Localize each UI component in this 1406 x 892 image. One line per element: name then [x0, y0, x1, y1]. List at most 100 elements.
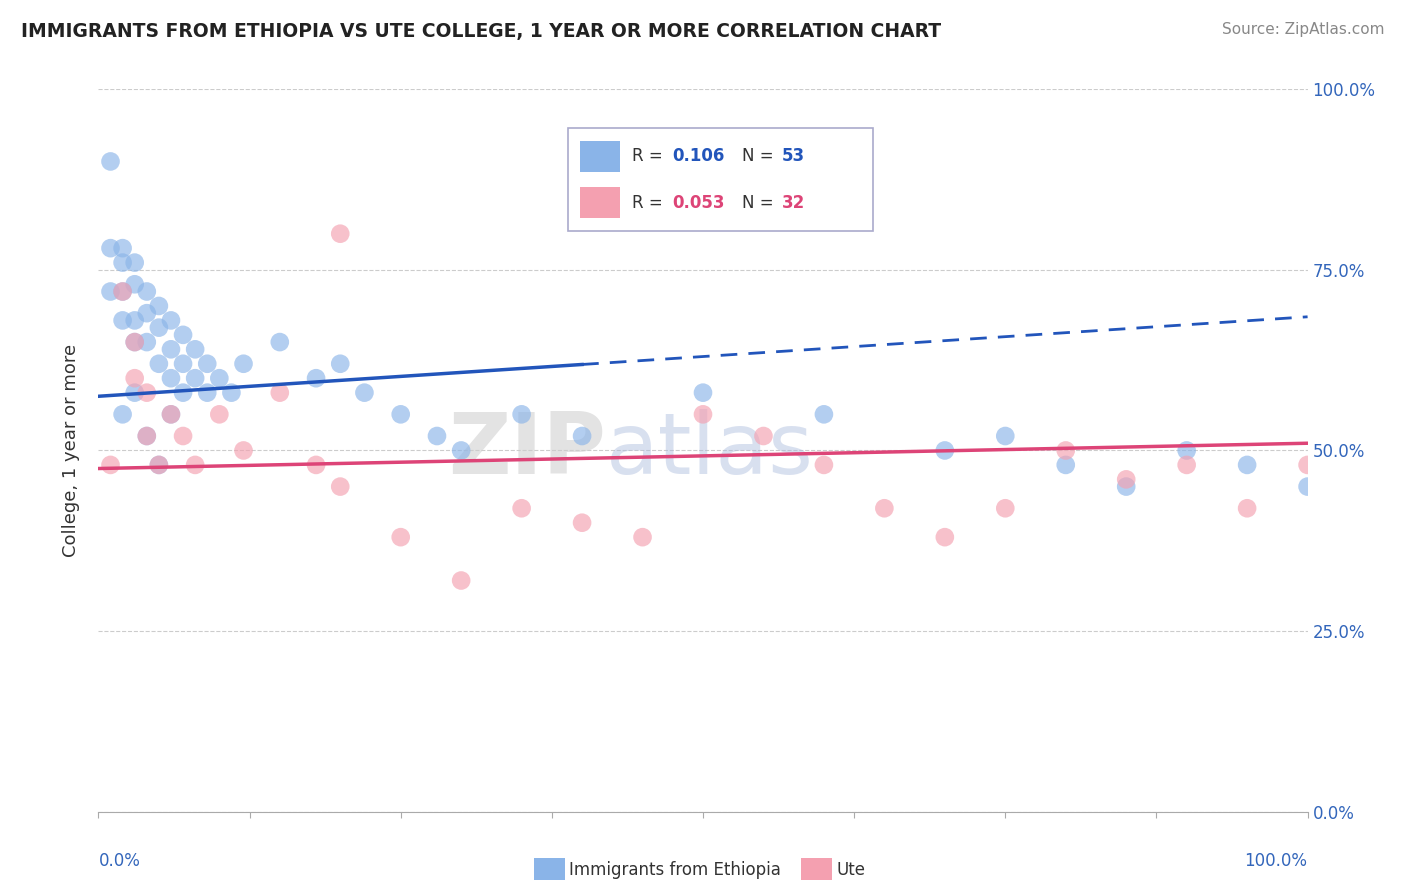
Point [1115, 480, 1137, 494]
Point [172, 429, 194, 443]
Text: R =: R = [633, 194, 668, 212]
Point [100, 241, 122, 255]
Point [1296, 458, 1319, 472]
Text: N =: N = [742, 194, 779, 212]
Point [510, 407, 533, 421]
Point [571, 516, 593, 530]
Y-axis label: College, 1 year or more: College, 1 year or more [62, 344, 80, 557]
Text: Ute: Ute [837, 861, 866, 879]
Point [221, 385, 243, 400]
Text: 100.0%: 100.0% [1244, 852, 1308, 870]
Point [305, 371, 328, 385]
Point [269, 385, 291, 400]
Point [994, 501, 1017, 516]
Text: 32: 32 [782, 194, 804, 212]
Point [160, 407, 183, 421]
Point [111, 407, 134, 421]
Point [1054, 458, 1077, 472]
Point [160, 371, 183, 385]
Point [571, 429, 593, 443]
Point [111, 313, 134, 327]
Point [148, 458, 170, 472]
Point [329, 227, 352, 241]
Point [329, 480, 352, 494]
Point [232, 357, 254, 371]
Text: Immigrants from Ethiopia: Immigrants from Ethiopia [569, 861, 782, 879]
Text: IMMIGRANTS FROM ETHIOPIA VS UTE COLLEGE, 1 YEAR OR MORE CORRELATION CHART: IMMIGRANTS FROM ETHIOPIA VS UTE COLLEGE,… [21, 22, 941, 41]
Point [208, 407, 231, 421]
Point [752, 429, 775, 443]
Point [124, 334, 146, 349]
Point [232, 443, 254, 458]
Point [329, 357, 352, 371]
Point [124, 255, 146, 269]
Point [160, 407, 183, 421]
Point [450, 443, 472, 458]
Point [184, 343, 207, 357]
Text: 0.0%: 0.0% [98, 852, 141, 870]
Point [389, 530, 412, 544]
Point [1175, 458, 1198, 472]
Point [172, 327, 194, 342]
Point [100, 154, 122, 169]
Point [135, 306, 157, 320]
Point [1236, 501, 1258, 516]
Point [124, 277, 146, 292]
Bar [581, 141, 620, 172]
Point [873, 501, 896, 516]
Point [389, 407, 412, 421]
Point [111, 255, 134, 269]
Point [426, 429, 449, 443]
Point [124, 334, 146, 349]
Point [195, 357, 218, 371]
Point [1175, 443, 1198, 458]
Point [1236, 458, 1258, 472]
Point [135, 285, 157, 299]
Point [124, 313, 146, 327]
Point [994, 429, 1017, 443]
Point [1115, 472, 1137, 486]
Point [353, 385, 375, 400]
Point [184, 371, 207, 385]
Point [208, 371, 231, 385]
Point [148, 357, 170, 371]
Point [305, 458, 328, 472]
Point [148, 320, 170, 334]
Point [124, 385, 146, 400]
Point [692, 385, 714, 400]
Point [148, 458, 170, 472]
Point [269, 334, 291, 349]
Point [813, 407, 835, 421]
Point [934, 443, 956, 458]
Point [510, 501, 533, 516]
Point [184, 458, 207, 472]
Text: 0.106: 0.106 [672, 147, 724, 166]
Text: N =: N = [742, 147, 779, 166]
Bar [581, 187, 620, 219]
Point [160, 313, 183, 327]
Text: ZIP: ZIP [449, 409, 606, 492]
Point [111, 241, 134, 255]
Text: atlas: atlas [606, 409, 814, 492]
Text: R =: R = [633, 147, 668, 166]
Point [135, 334, 157, 349]
Point [692, 407, 714, 421]
Point [100, 458, 122, 472]
Text: 0.053: 0.053 [672, 194, 724, 212]
Point [135, 385, 157, 400]
Text: Source: ZipAtlas.com: Source: ZipAtlas.com [1222, 22, 1385, 37]
Point [631, 530, 654, 544]
Point [111, 285, 134, 299]
Point [135, 429, 157, 443]
Point [172, 357, 194, 371]
Text: 53: 53 [782, 147, 804, 166]
Point [1054, 443, 1077, 458]
Point [100, 285, 122, 299]
Point [148, 299, 170, 313]
Point [160, 343, 183, 357]
Point [124, 371, 146, 385]
Point [111, 285, 134, 299]
FancyBboxPatch shape [568, 128, 873, 231]
Point [172, 385, 194, 400]
Point [450, 574, 472, 588]
